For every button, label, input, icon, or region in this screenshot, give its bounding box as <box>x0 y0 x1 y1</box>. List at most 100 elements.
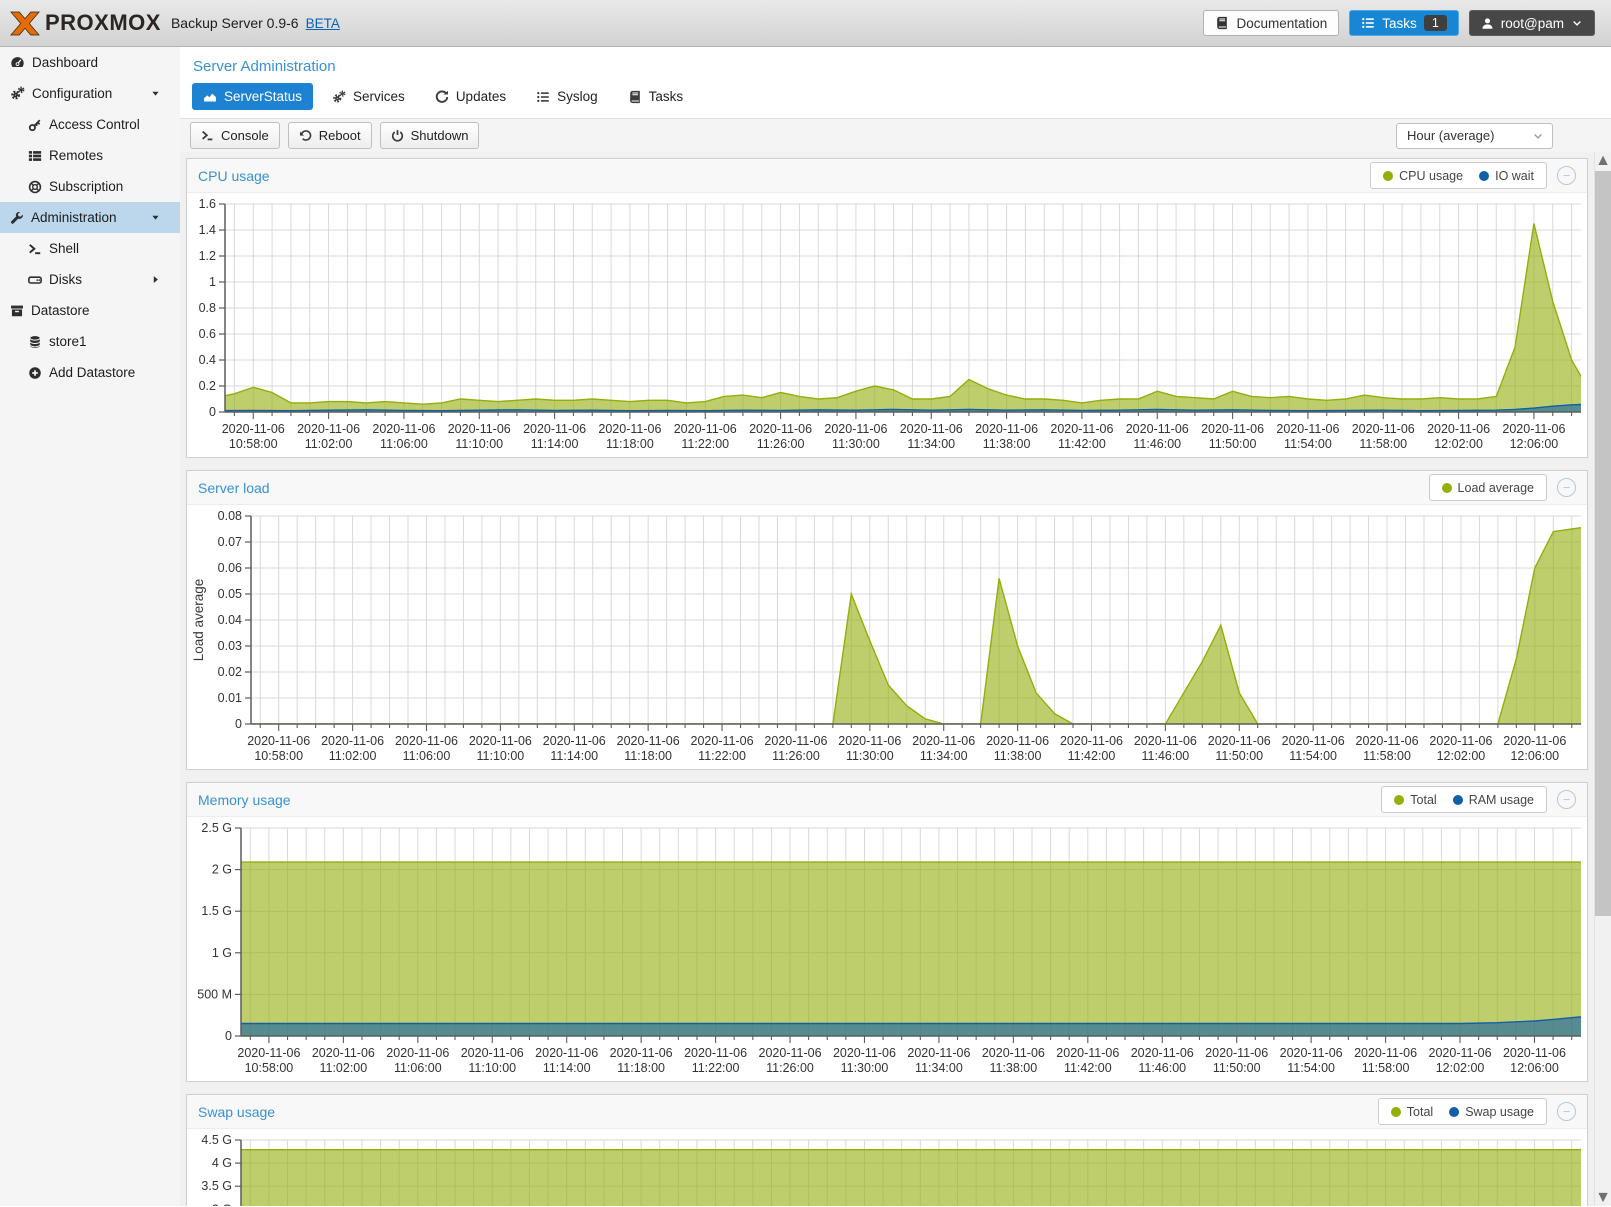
svg-text:0.03: 0.03 <box>218 639 242 653</box>
svg-text:2020-11-06: 2020-11-06 <box>986 734 1049 748</box>
svg-text:2020-11-06: 2020-11-06 <box>684 1046 747 1060</box>
svg-text:2020-11-06: 2020-11-06 <box>1282 734 1345 748</box>
legend-dot <box>1441 482 1452 493</box>
time-range-select[interactable]: Hour (average) <box>1396 122 1553 149</box>
charts-scroll-region[interactable]: CPU usage CPU usage IO wait − 0 0.2 0.4 0.6… <box>180 152 1594 1206</box>
collapse-panel-button[interactable]: − <box>1557 790 1576 809</box>
scroll-down-arrow[interactable]: ▼ <box>1595 1188 1611 1206</box>
sidebar-item-label: store1 <box>49 334 87 349</box>
legend-item-total[interactable]: Total <box>1390 1105 1433 1119</box>
collapse-panel-button[interactable]: − <box>1557 166 1576 185</box>
expander-caret-icon[interactable] <box>150 212 161 223</box>
tab-syslog[interactable]: Syslog <box>525 83 609 110</box>
legend-dot <box>1452 794 1463 805</box>
sidebar-item-remotes[interactable]: Remotes <box>0 140 180 171</box>
chevron-down-icon <box>1571 17 1583 29</box>
svg-text:11:06:00: 11:06:00 <box>403 749 451 763</box>
header-actions: Documentation Tasks 1 root@pam <box>1203 10 1611 36</box>
dashboard-icon <box>10 55 25 70</box>
time-range-value: Hour (average) <box>1407 128 1495 143</box>
sidebar-item-shell[interactable]: Shell <box>0 233 180 264</box>
legend-item-swap-usage[interactable]: Swap usage <box>1449 1105 1534 1119</box>
legend-item-total[interactable]: Total <box>1394 793 1437 807</box>
tab-serverstatus[interactable]: ServerStatus <box>192 83 314 110</box>
panel-title: Memory usage <box>198 791 291 808</box>
tab-label: Syslog <box>557 89 598 104</box>
tab-updates[interactable]: Updates <box>424 83 517 110</box>
shutdown-button[interactable]: Shutdown <box>379 122 480 149</box>
tab-services[interactable]: Services <box>321 83 416 110</box>
svg-text:2020-11-06: 2020-11-06 <box>1503 734 1566 748</box>
svg-text:11:34:00: 11:34:00 <box>915 1061 963 1075</box>
tasks-label: Tasks <box>1382 15 1417 31</box>
chevron-down-icon <box>1532 130 1544 142</box>
sidebar-item-datastore[interactable]: Datastore <box>0 295 180 326</box>
svg-text:11:18:00: 11:18:00 <box>617 1061 665 1075</box>
page-title: Server Administration <box>193 58 336 75</box>
expander-caret-icon[interactable] <box>150 88 161 99</box>
legend-item-ram-usage[interactable]: RAM usage <box>1452 793 1534 807</box>
reboot-button[interactable]: Reboot <box>287 122 372 149</box>
collapse-panel-button[interactable]: − <box>1557 478 1576 497</box>
svg-text:11:14:00: 11:14:00 <box>531 437 579 451</box>
sidebar-item-administration[interactable]: Administration <box>0 202 180 233</box>
svg-text:2020-11-06: 2020-11-06 <box>907 1046 970 1060</box>
panel-body: 0 0.2 0.4 0.6 0.8 1 1.2 1.4 1.6 2020-11-06 10:58:0… <box>187 193 1587 457</box>
svg-text:11:38:00: 11:38:00 <box>994 749 1042 763</box>
scroll-up-arrow[interactable]: ▲ <box>1595 151 1611 169</box>
svg-text:12:06:00: 12:06:00 <box>1510 437 1559 451</box>
collapse-panel-button[interactable]: − <box>1557 1102 1576 1121</box>
svg-text:11:10:00: 11:10:00 <box>468 1061 516 1075</box>
user-label: root@pam <box>1500 15 1564 31</box>
sidebar-item-subscription[interactable]: Subscription <box>0 171 180 202</box>
tab-tasks[interactable]: Tasks <box>617 83 695 110</box>
svg-text:2020-11-06: 2020-11-06 <box>247 734 310 748</box>
beta-link[interactable]: BETA <box>305 15 340 31</box>
tab-label: ServerStatus <box>224 89 303 104</box>
legend-item-load-average[interactable]: Load average <box>1441 481 1534 495</box>
sidebar-item-configuration[interactable]: Configuration <box>0 78 180 109</box>
svg-text:11:06:00: 11:06:00 <box>380 437 428 451</box>
tasks-button[interactable]: Tasks 1 <box>1349 10 1459 36</box>
svg-text:0.08: 0.08 <box>218 509 242 523</box>
sidebar-item-disks[interactable]: Disks <box>0 264 180 295</box>
app-header: PROXMOX Backup Server 0.9-6 BETA Documen… <box>0 0 1611 47</box>
legend-dot <box>1449 1106 1460 1117</box>
user-menu-button[interactable]: root@pam <box>1468 10 1595 36</box>
chart-legend: Total Swap usage <box>1377 1098 1547 1125</box>
svg-text:0: 0 <box>225 1029 232 1043</box>
vertical-scrollbar[interactable]: ▲ ▼ <box>1594 152 1611 1206</box>
legend-item-io-wait[interactable]: IO wait <box>1479 169 1534 183</box>
console-button[interactable]: Console <box>190 122 280 149</box>
svg-text:2020-11-06: 2020-11-06 <box>1354 1046 1417 1060</box>
sidebar-item-dashboard[interactable]: Dashboard <box>0 47 180 78</box>
svg-text:11:18:00: 11:18:00 <box>606 437 654 451</box>
sidebar-item-add-datastore[interactable]: Add Datastore <box>0 357 180 388</box>
svg-text:2020-11-06: 2020-11-06 <box>297 422 360 436</box>
legend-item-cpu-usage[interactable]: CPU usage <box>1383 169 1463 183</box>
sidebar-item-store1[interactable]: store1 <box>0 326 180 357</box>
svg-text:2020-11-06: 2020-11-06 <box>691 734 754 748</box>
svg-text:11:50:00: 11:50:00 <box>1215 749 1263 763</box>
sidebar-item-access-control[interactable]: Access Control <box>0 109 180 140</box>
svg-text:10:58:00: 10:58:00 <box>229 437 278 451</box>
tasks-list-icon <box>628 90 642 104</box>
svg-text:0.01: 0.01 <box>218 691 242 705</box>
scrollbar-thumb[interactable] <box>1595 171 1611 916</box>
documentation-button[interactable]: Documentation <box>1203 10 1340 36</box>
sidebar-item-label: Remotes <box>49 148 104 163</box>
svg-text:3.5 G: 3.5 G <box>201 1179 232 1193</box>
svg-text:11:22:00: 11:22:00 <box>692 1061 740 1075</box>
svg-text:11:26:00: 11:26:00 <box>766 1061 814 1075</box>
svg-text:0: 0 <box>235 717 242 731</box>
sidebar-item-label: Disks <box>49 272 82 287</box>
panel-title: CPU usage <box>198 167 270 184</box>
legend-dot <box>1390 1106 1401 1117</box>
svg-text:11:02:00: 11:02:00 <box>329 749 377 763</box>
svg-text:0: 0 <box>209 405 216 419</box>
svg-text:2020-11-06: 2020-11-06 <box>674 422 737 436</box>
svg-text:2020-11-06: 2020-11-06 <box>1280 1046 1343 1060</box>
svg-text:2020-11-06: 2020-11-06 <box>395 734 458 748</box>
